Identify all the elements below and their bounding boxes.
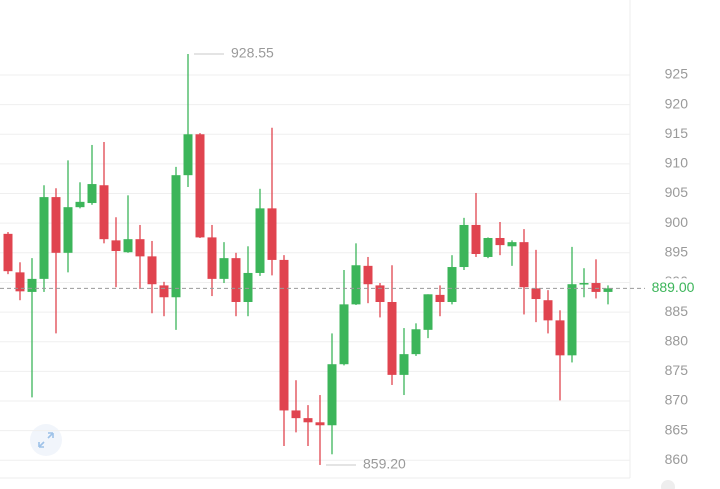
candle-body	[267, 208, 277, 260]
candle-body	[579, 283, 589, 285]
candle-body	[51, 197, 61, 253]
candle-body	[315, 422, 325, 426]
candle-body	[519, 242, 529, 288]
candle-body	[111, 240, 121, 252]
candle-body	[483, 237, 493, 257]
y-tick-label: 860	[665, 451, 689, 467]
candle-body	[423, 294, 433, 330]
candle-body	[99, 185, 109, 240]
candle-body	[87, 184, 97, 204]
candle-body	[183, 134, 193, 176]
candle-body	[507, 242, 517, 247]
expand-icon-glyph	[38, 432, 54, 448]
y-tick-label: 870	[665, 392, 689, 408]
candle-body	[39, 197, 49, 279]
candle-body	[567, 284, 577, 356]
candle-body	[495, 237, 505, 246]
last-price-tag	[645, 278, 701, 299]
candle-body	[291, 410, 301, 419]
y-tick-label: 900	[665, 214, 689, 230]
candle-body	[255, 208, 265, 273]
y-tick-label: 885	[665, 303, 689, 319]
candle-body	[591, 283, 601, 292]
candle-body	[147, 256, 157, 285]
candle-body	[279, 259, 289, 411]
candle-body	[327, 364, 337, 426]
y-tick-label: 880	[665, 332, 689, 348]
candle-body	[303, 418, 313, 423]
candle-body	[387, 301, 397, 375]
y-tick-label: 915	[665, 125, 689, 141]
candle-body	[231, 258, 241, 302]
annotation-label: 859.20	[363, 456, 406, 472]
candle-body	[27, 278, 37, 292]
candle-body	[471, 224, 481, 254]
candle-body	[123, 239, 133, 253]
y-tick-label: 905	[665, 184, 689, 200]
candle-body	[447, 267, 457, 302]
expand-icon[interactable]	[30, 424, 62, 456]
candle-body	[243, 272, 253, 302]
last-price-label: 889.00	[652, 279, 695, 295]
candle-body	[195, 134, 205, 238]
candle-body	[603, 288, 613, 292]
candle-body	[339, 304, 349, 365]
candle-body	[411, 329, 421, 355]
candle-body	[531, 288, 541, 300]
candle-body	[399, 354, 409, 375]
candle-body	[135, 239, 145, 257]
y-tick-label: 920	[665, 95, 689, 111]
y-tick-label: 895	[665, 244, 689, 260]
candle-body	[63, 207, 73, 253]
annotation-label: 928.55	[231, 45, 274, 61]
candle-body	[351, 265, 361, 305]
candle-body	[543, 300, 553, 321]
y-tick-label: 865	[665, 421, 689, 437]
candle-body	[375, 285, 385, 302]
expand-icon-bg	[30, 424, 62, 456]
candle-body	[75, 201, 85, 208]
candle-body	[555, 320, 565, 356]
candle-body	[15, 272, 25, 292]
y-tick-label: 875	[665, 362, 689, 378]
candle-body	[207, 237, 217, 279]
candle-body	[171, 175, 181, 298]
scroll-indicator	[661, 480, 675, 489]
candle-body	[159, 285, 169, 298]
y-tick-label: 925	[665, 66, 689, 82]
candle-body	[459, 224, 469, 268]
candle-body	[3, 233, 13, 272]
candle-body	[219, 258, 229, 279]
candle-body	[435, 294, 445, 302]
candle-body	[363, 265, 373, 285]
y-tick-label: 910	[665, 155, 689, 171]
